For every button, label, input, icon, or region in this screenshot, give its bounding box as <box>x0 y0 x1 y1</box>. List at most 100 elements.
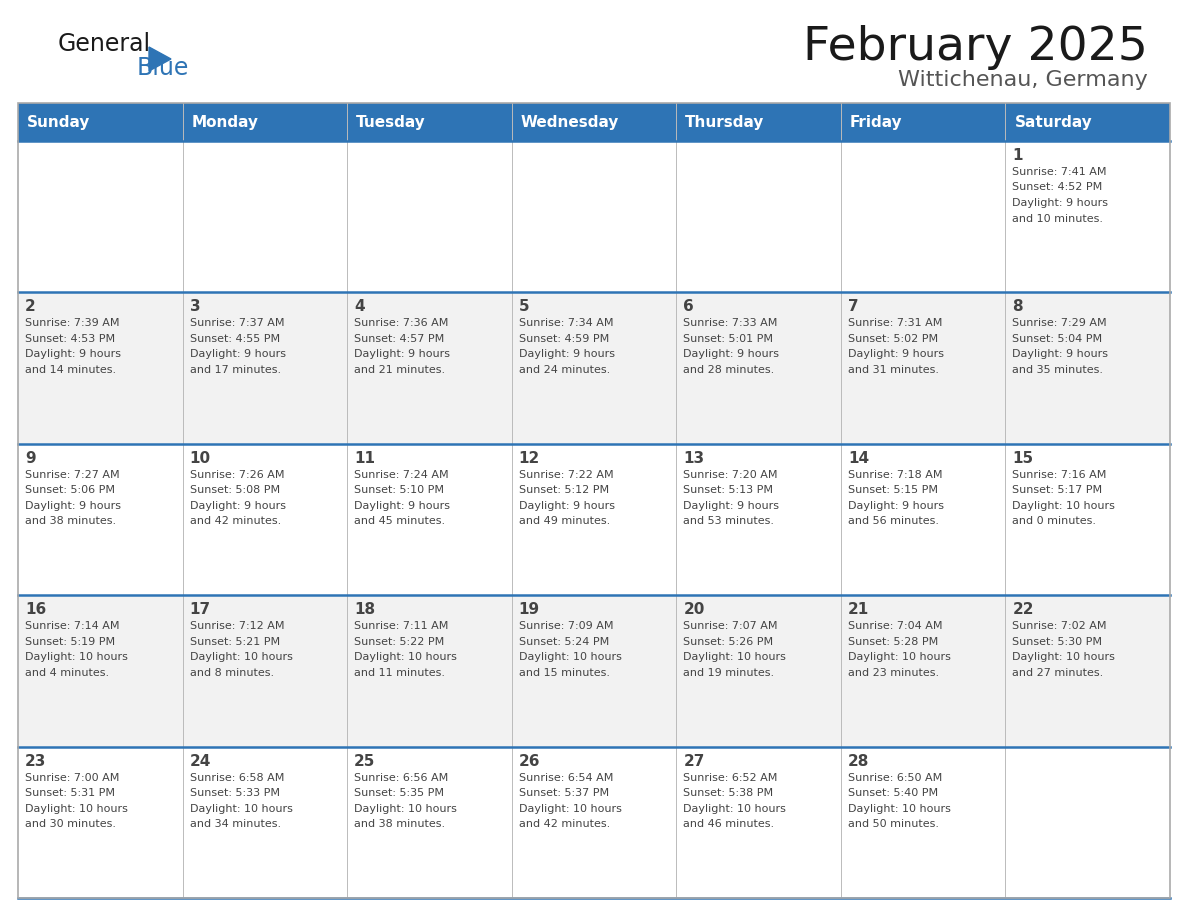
Text: Daylight: 10 hours: Daylight: 10 hours <box>354 803 457 813</box>
Text: Sunrise: 6:54 AM: Sunrise: 6:54 AM <box>519 773 613 783</box>
Text: Sunrise: 7:11 AM: Sunrise: 7:11 AM <box>354 621 449 632</box>
Text: and 38 minutes.: and 38 minutes. <box>25 516 116 526</box>
Text: Daylight: 9 hours: Daylight: 9 hours <box>1012 350 1108 360</box>
Bar <box>18 746 183 898</box>
Text: 28: 28 <box>848 754 870 768</box>
Text: and 4 minutes.: and 4 minutes. <box>25 667 109 677</box>
Text: Sunset: 5:33 PM: Sunset: 5:33 PM <box>190 788 279 798</box>
Text: Sunset: 5:21 PM: Sunset: 5:21 PM <box>190 637 279 646</box>
Text: 25: 25 <box>354 754 375 768</box>
Text: Daylight: 10 hours: Daylight: 10 hours <box>354 652 457 662</box>
Bar <box>183 103 347 141</box>
Text: Sunrise: 7:20 AM: Sunrise: 7:20 AM <box>683 470 778 480</box>
Text: 24: 24 <box>190 754 211 768</box>
Bar <box>347 141 512 293</box>
Text: Sunrise: 7:24 AM: Sunrise: 7:24 AM <box>354 470 449 480</box>
Text: Sunset: 5:26 PM: Sunset: 5:26 PM <box>683 637 773 646</box>
Text: Sunrise: 7:26 AM: Sunrise: 7:26 AM <box>190 470 284 480</box>
Text: 2: 2 <box>25 299 36 314</box>
Text: and 31 minutes.: and 31 minutes. <box>848 364 939 375</box>
Text: Daylight: 9 hours: Daylight: 9 hours <box>190 501 285 510</box>
Text: 12: 12 <box>519 451 541 465</box>
Text: Sunrise: 7:12 AM: Sunrise: 7:12 AM <box>190 621 284 632</box>
Text: Blue: Blue <box>137 56 189 80</box>
Text: and 35 minutes.: and 35 minutes. <box>1012 364 1104 375</box>
Bar <box>676 141 841 293</box>
Text: and 28 minutes.: and 28 minutes. <box>683 364 775 375</box>
Text: Sunrise: 6:58 AM: Sunrise: 6:58 AM <box>190 773 284 783</box>
Text: and 14 minutes.: and 14 minutes. <box>25 364 116 375</box>
Text: and 56 minutes.: and 56 minutes. <box>848 516 939 526</box>
Text: Sunset: 4:59 PM: Sunset: 4:59 PM <box>519 334 609 344</box>
Text: Daylight: 10 hours: Daylight: 10 hours <box>25 652 128 662</box>
Text: Sunrise: 7:00 AM: Sunrise: 7:00 AM <box>25 773 119 783</box>
Text: Daylight: 10 hours: Daylight: 10 hours <box>848 803 950 813</box>
Bar <box>18 141 183 293</box>
Bar <box>841 443 1005 595</box>
Text: Sunset: 5:22 PM: Sunset: 5:22 PM <box>354 637 444 646</box>
Bar <box>841 103 1005 141</box>
Text: and 24 minutes.: and 24 minutes. <box>519 364 609 375</box>
Text: Sunset: 5:38 PM: Sunset: 5:38 PM <box>683 788 773 798</box>
Text: Sunset: 5:13 PM: Sunset: 5:13 PM <box>683 486 773 496</box>
Text: Sunrise: 6:50 AM: Sunrise: 6:50 AM <box>848 773 942 783</box>
Bar <box>512 595 676 746</box>
Bar <box>1005 141 1170 293</box>
Text: Sunset: 5:35 PM: Sunset: 5:35 PM <box>354 788 444 798</box>
Text: Tuesday: Tuesday <box>356 115 425 129</box>
Text: 10: 10 <box>190 451 210 465</box>
Bar <box>347 103 512 141</box>
Text: February 2025: February 2025 <box>803 25 1148 70</box>
Text: and 53 minutes.: and 53 minutes. <box>683 516 775 526</box>
Text: Sunrise: 7:02 AM: Sunrise: 7:02 AM <box>1012 621 1107 632</box>
Bar <box>183 746 347 898</box>
Text: Daylight: 10 hours: Daylight: 10 hours <box>683 803 786 813</box>
Bar <box>841 595 1005 746</box>
Text: 6: 6 <box>683 299 694 314</box>
Text: 7: 7 <box>848 299 859 314</box>
Text: Daylight: 9 hours: Daylight: 9 hours <box>519 350 614 360</box>
Text: and 49 minutes.: and 49 minutes. <box>519 516 609 526</box>
Text: and 10 minutes.: and 10 minutes. <box>1012 214 1104 223</box>
Text: Sunset: 5:12 PM: Sunset: 5:12 PM <box>519 486 608 496</box>
Text: and 19 minutes.: and 19 minutes. <box>683 667 775 677</box>
Bar <box>18 103 1170 898</box>
Bar <box>18 443 183 595</box>
Text: and 27 minutes.: and 27 minutes. <box>1012 667 1104 677</box>
Bar <box>676 103 841 141</box>
Bar <box>183 141 347 293</box>
Text: Daylight: 10 hours: Daylight: 10 hours <box>848 652 950 662</box>
Bar <box>347 746 512 898</box>
Text: Sunrise: 7:37 AM: Sunrise: 7:37 AM <box>190 319 284 329</box>
Text: and 11 minutes.: and 11 minutes. <box>354 667 446 677</box>
Text: Sunrise: 7:34 AM: Sunrise: 7:34 AM <box>519 319 613 329</box>
Text: Sunset: 5:15 PM: Sunset: 5:15 PM <box>848 486 937 496</box>
Text: 9: 9 <box>25 451 36 465</box>
Bar <box>18 595 183 746</box>
Text: Daylight: 9 hours: Daylight: 9 hours <box>519 501 614 510</box>
Bar <box>512 293 676 443</box>
Text: Sunset: 5:31 PM: Sunset: 5:31 PM <box>25 788 115 798</box>
Text: 5: 5 <box>519 299 530 314</box>
Bar <box>512 141 676 293</box>
Text: Sunrise: 7:16 AM: Sunrise: 7:16 AM <box>1012 470 1107 480</box>
Bar <box>512 103 676 141</box>
Bar <box>1005 293 1170 443</box>
Text: Sunset: 5:40 PM: Sunset: 5:40 PM <box>848 788 939 798</box>
Bar <box>183 443 347 595</box>
Polygon shape <box>148 47 171 71</box>
Text: Daylight: 10 hours: Daylight: 10 hours <box>190 803 292 813</box>
Text: Daylight: 9 hours: Daylight: 9 hours <box>354 501 450 510</box>
Bar <box>676 746 841 898</box>
Bar <box>183 293 347 443</box>
Text: Sunset: 5:08 PM: Sunset: 5:08 PM <box>190 486 279 496</box>
Text: Sunrise: 7:27 AM: Sunrise: 7:27 AM <box>25 470 120 480</box>
Bar <box>347 293 512 443</box>
Text: Sunrise: 6:56 AM: Sunrise: 6:56 AM <box>354 773 448 783</box>
Text: and 42 minutes.: and 42 minutes. <box>519 819 609 829</box>
Text: Wednesday: Wednesday <box>520 115 619 129</box>
Text: and 42 minutes.: and 42 minutes. <box>190 516 280 526</box>
Bar <box>1005 443 1170 595</box>
Bar <box>841 141 1005 293</box>
Text: Sunset: 5:01 PM: Sunset: 5:01 PM <box>683 334 773 344</box>
